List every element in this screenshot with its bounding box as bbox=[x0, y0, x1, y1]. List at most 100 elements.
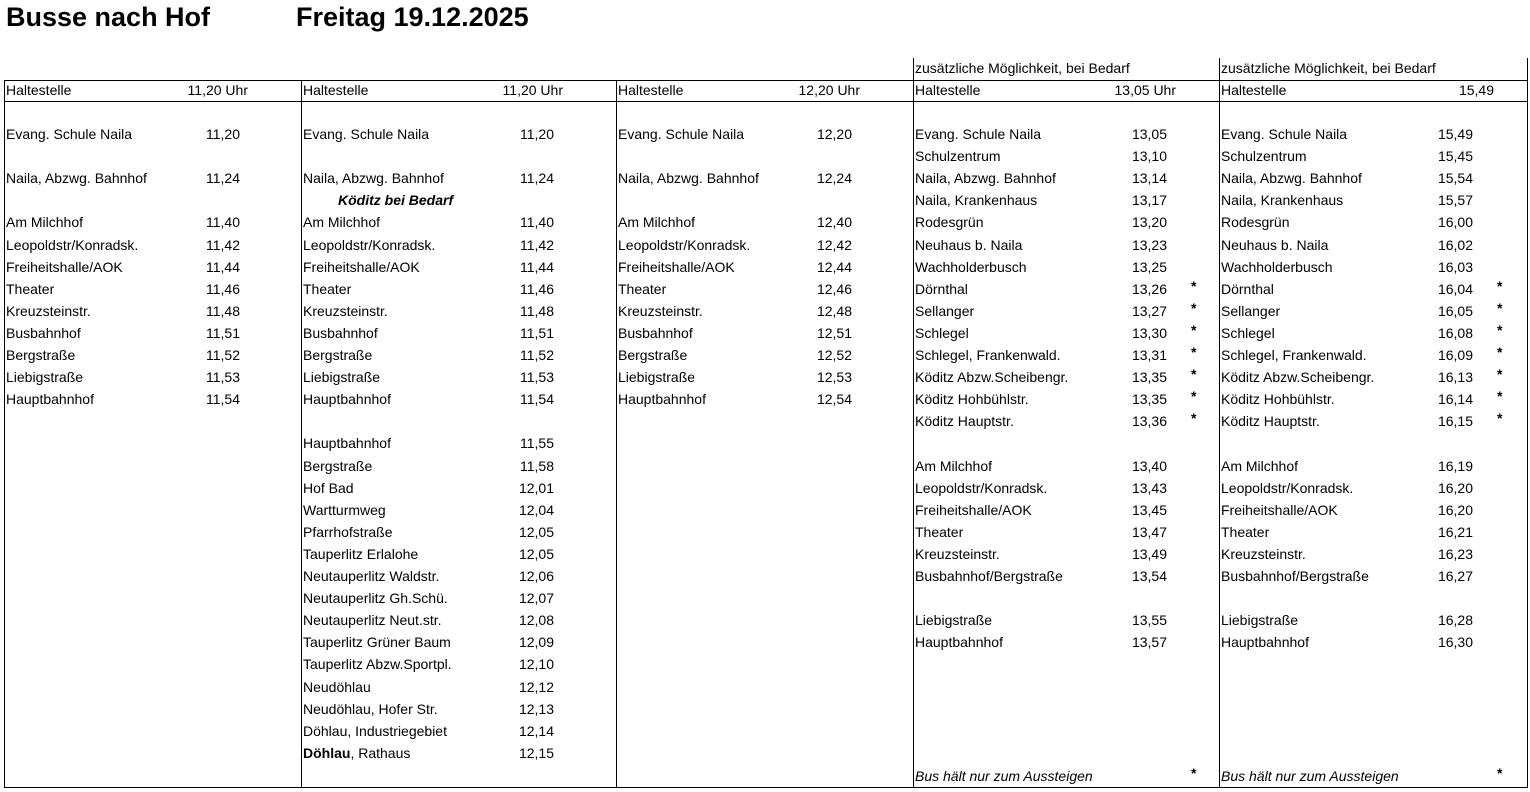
stop: Schlegel bbox=[1221, 324, 1275, 341]
header-time: 12,20 Uhr bbox=[798, 82, 860, 98]
time: 12,44 bbox=[816, 258, 852, 275]
stop: Liebigstraße bbox=[6, 369, 84, 386]
stop: Bergstraße bbox=[618, 347, 688, 363]
time: 11,46 bbox=[520, 280, 554, 297]
stop: Freiheitshalle/AOK bbox=[618, 258, 735, 275]
stop: Köditz Hauptstr. bbox=[915, 413, 1014, 430]
time: 13,35 bbox=[1131, 369, 1167, 386]
time: 13,23 bbox=[1131, 236, 1167, 253]
time: 11,42 bbox=[206, 236, 240, 253]
time: 12,53 bbox=[816, 369, 852, 386]
time: 11,20 bbox=[520, 126, 554, 142]
time: 12,08 bbox=[518, 612, 554, 629]
stop: Evang. Schule Naila bbox=[6, 126, 133, 142]
time: 16,20 bbox=[1437, 501, 1473, 518]
stop: Busbahnhof/Bergstraße bbox=[915, 568, 1063, 584]
stop: Naila, Krankenhaus bbox=[1221, 192, 1344, 209]
rule bbox=[616, 80, 617, 788]
time: 13,26 bbox=[1131, 280, 1167, 297]
stop: Neuhaus b. Naila bbox=[1221, 236, 1329, 253]
time: 16,20 bbox=[1437, 479, 1473, 496]
stop: Rodesgrün bbox=[915, 214, 984, 231]
time: 15,45 bbox=[1437, 148, 1473, 165]
stop: Dörnthal bbox=[915, 280, 968, 297]
stop: Schlegel bbox=[915, 324, 969, 341]
stop: Evang. Schule Naila bbox=[1221, 126, 1348, 142]
header-stop: Haltestelle bbox=[1221, 82, 1287, 98]
time: 11,54 bbox=[520, 391, 554, 408]
stop: Theater bbox=[6, 280, 55, 297]
time: 13,49 bbox=[1131, 545, 1167, 562]
time: 12,09 bbox=[518, 634, 554, 651]
stop: Köditz Hohbühlstr. bbox=[1221, 391, 1335, 408]
stop: Naila, Abzwg. Bahnhof bbox=[618, 170, 759, 187]
flag: * bbox=[1191, 299, 1197, 316]
stop: Am Milchhof bbox=[915, 457, 993, 474]
header-time: 11,20 Uhr bbox=[502, 82, 563, 98]
stop: Hof Bad bbox=[303, 479, 354, 496]
stop-rest: , Rathaus bbox=[350, 744, 411, 761]
stop: Wartturmweg bbox=[303, 501, 386, 518]
rule bbox=[1527, 58, 1528, 788]
rule bbox=[1219, 58, 1220, 788]
flag: * bbox=[1191, 388, 1197, 405]
header-stop: Haltestelle bbox=[915, 82, 981, 98]
stop: Naila, Abzwg. Bahnhof bbox=[303, 170, 444, 187]
time: 15,57 bbox=[1437, 192, 1473, 209]
time: 16,03 bbox=[1437, 258, 1473, 275]
header-stop: Haltestelle bbox=[6, 82, 72, 98]
time: 16,09 bbox=[1437, 347, 1473, 363]
stop: Schulzentrum bbox=[1221, 148, 1307, 165]
time: 12,48 bbox=[816, 302, 852, 319]
stop: Sellanger bbox=[1221, 302, 1281, 319]
time: 13,43 bbox=[1131, 479, 1167, 496]
header-time: 15,49 bbox=[1458, 82, 1494, 98]
time: 12,52 bbox=[816, 347, 852, 363]
rule bbox=[4, 80, 5, 788]
stop: Köditz Hauptstr. bbox=[1221, 413, 1320, 430]
time: 11,52 bbox=[520, 347, 554, 363]
header-time: 13,05 Uhr bbox=[1114, 82, 1176, 98]
time: 11,44 bbox=[206, 258, 240, 275]
time: 12,14 bbox=[518, 722, 554, 739]
stop: Naila, Abzwg. Bahnhof bbox=[915, 170, 1056, 187]
time: 12,13 bbox=[518, 700, 554, 717]
stop: Busbahnhof bbox=[618, 324, 693, 341]
time: 13,10 bbox=[1131, 148, 1167, 165]
time: 11,48 bbox=[520, 302, 554, 319]
stop: Theater bbox=[1221, 523, 1270, 540]
time: 11,44 bbox=[520, 258, 554, 275]
stop: Busbahnhof bbox=[303, 324, 378, 341]
stop: Freiheitshalle/AOK bbox=[6, 258, 123, 275]
stop: Neudöhlau, Hofer Str. bbox=[303, 700, 438, 717]
stop: Neutauperlitz Waldstr. bbox=[303, 568, 440, 584]
header-stop: Haltestelle bbox=[618, 82, 684, 98]
stop: Döhlau, Rathaus bbox=[303, 744, 410, 762]
stop: Evang. Schule Naila bbox=[618, 126, 745, 142]
time: 13,27 bbox=[1131, 302, 1167, 319]
stop: Busbahnhof/Bergstraße bbox=[1221, 568, 1369, 584]
time: 13,40 bbox=[1131, 457, 1167, 474]
stop: Liebigstraße bbox=[618, 369, 696, 386]
stop: Hauptbahnhof bbox=[303, 435, 391, 452]
stop: Am Milchhof bbox=[6, 214, 84, 231]
time: 12,54 bbox=[816, 391, 852, 408]
stop: Tauperlitz Abzw.Sportpl. bbox=[303, 656, 452, 673]
flag: * bbox=[1497, 277, 1503, 294]
stop: Hauptbahnhof bbox=[6, 391, 94, 408]
stop: Naila, Abzwg. Bahnhof bbox=[1221, 170, 1362, 187]
stop: Schulzentrum bbox=[915, 148, 1001, 165]
time: 12,20 bbox=[816, 126, 852, 142]
time: 16,15 bbox=[1437, 413, 1473, 430]
stop: Hauptbahnhof bbox=[618, 391, 706, 408]
time: 11,53 bbox=[520, 369, 554, 386]
stop: Schlegel, Frankenwald. bbox=[1221, 347, 1367, 363]
column-note: zusätzliche Möglichkeit, bei Bedarf bbox=[915, 60, 1130, 76]
flag: * bbox=[1497, 366, 1503, 383]
row-note: Köditz bei Bedarf bbox=[338, 192, 454, 209]
stop: Döhlau, Industriegebiet bbox=[303, 722, 447, 739]
time: 13,14 bbox=[1131, 170, 1167, 187]
time: 11,24 bbox=[206, 170, 240, 187]
time: 16,08 bbox=[1437, 324, 1473, 341]
